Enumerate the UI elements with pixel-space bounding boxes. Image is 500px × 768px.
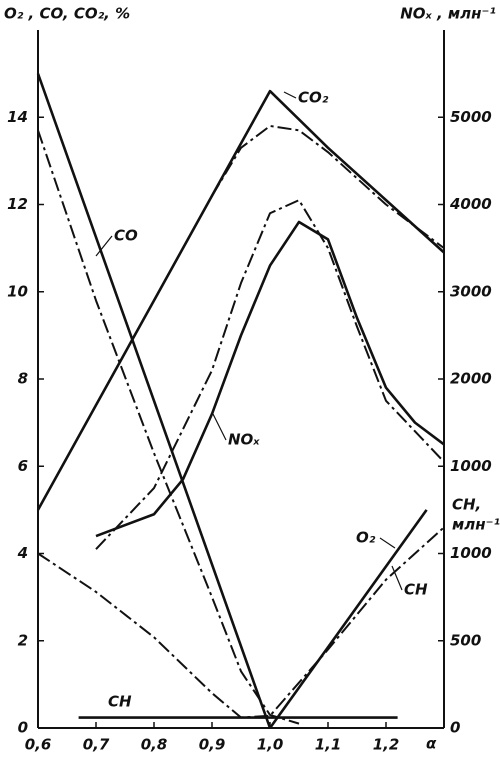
x-tick-label: 1,2 [373, 736, 400, 754]
y-tick-label: 8 [18, 370, 28, 388]
line [37, 526, 445, 719]
x-tick-label: 1,1 [315, 736, 342, 754]
x-tick-label: 0,9 [199, 736, 226, 754]
curve-label: CO [114, 227, 138, 245]
x-axis-title: α [426, 735, 437, 753]
line [37, 130, 300, 725]
y2-axis-title: NOₓ , млн⁻¹ [400, 5, 496, 23]
leader-line [379, 537, 396, 549]
line [211, 124, 445, 249]
y2-tick-label: 5000 [450, 108, 492, 126]
curve-label: CH [108, 693, 132, 711]
leader-line [211, 411, 227, 441]
leader-line [283, 91, 297, 99]
y3-axis-title: млн⁻¹ [452, 516, 500, 534]
x-tick-label: 0,6 [25, 736, 52, 754]
y-tick-label: 14 [7, 108, 28, 126]
y2-tick-label: 4000 [449, 195, 492, 213]
y-tick-label: 12 [7, 195, 28, 213]
line [36, 89, 445, 511]
y3-tick-label: 1000 [450, 544, 492, 562]
y2-tick-label: 2000 [450, 370, 492, 388]
curve-label: O₂ [356, 529, 376, 547]
y3-tick-label: 0 [450, 719, 460, 737]
x-tick-label: 0,8 [141, 736, 168, 754]
curve-label: CH [404, 581, 428, 599]
x-tick-label: 1,0 [257, 736, 284, 754]
line [36, 73, 272, 729]
line [95, 220, 445, 538]
curve-label: CO₂ [298, 89, 329, 107]
y3-axis-title: CH, [452, 496, 481, 514]
y3-tick-label: 500 [450, 631, 481, 649]
leader-line [391, 565, 403, 591]
y-tick-label: 4 [17, 544, 28, 562]
y-tick-label: 0 [18, 719, 28, 737]
line [95, 199, 445, 550]
y-tick-label: 10 [7, 282, 28, 300]
y2-tick-label: 1000 [450, 457, 492, 475]
y-tick-label: 2 [18, 631, 28, 649]
y2-tick-label: 3000 [450, 282, 492, 300]
leader-line [95, 235, 113, 257]
line [268, 509, 428, 729]
x-tick-label: 0,7 [83, 736, 110, 754]
y-tick-label: 6 [18, 457, 28, 475]
y-axis-title: O₂ , CO, CO₂, % [4, 5, 130, 23]
curve-label: NOₓ [228, 431, 260, 449]
